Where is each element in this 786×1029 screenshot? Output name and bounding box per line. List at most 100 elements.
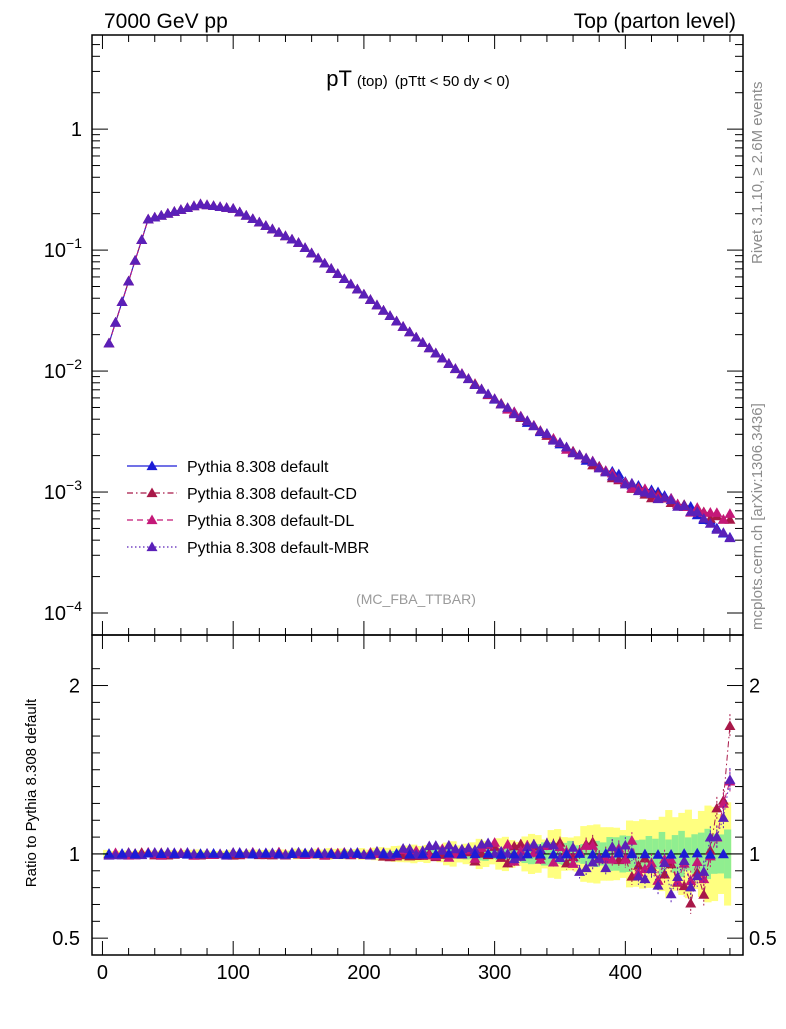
ratio-point <box>645 857 657 868</box>
data-point <box>260 220 272 230</box>
header-process: Top (parton level) <box>574 10 736 33</box>
ratio-point <box>665 854 677 864</box>
ratio-point <box>619 854 631 864</box>
data-point <box>489 393 501 403</box>
ratio-point <box>541 837 553 848</box>
data-point <box>717 527 729 537</box>
ratio-point-default <box>391 847 403 858</box>
ratio-point-default <box>652 849 664 859</box>
ratio-point <box>632 870 644 881</box>
ratio-point <box>528 847 540 857</box>
data-point <box>645 488 657 498</box>
legend-label: Pythia 8.308 default-DL <box>187 513 354 530</box>
ratio-point <box>436 845 448 855</box>
legend-label: Pythia 8.308 default-CD <box>187 486 357 503</box>
ratio-y-tick-label: 2 <box>69 676 80 698</box>
y-tick-label: 10−4 <box>44 598 82 625</box>
data-point <box>103 337 115 348</box>
y-tick-label: 1 <box>71 119 82 141</box>
data-point <box>443 358 455 368</box>
ratio-point <box>266 847 278 857</box>
ratio-point-default <box>521 848 533 859</box>
ratio-point-default <box>547 848 559 859</box>
legend-marker <box>146 514 158 525</box>
ratio-y-tick-label-right: 0.5 <box>749 928 777 950</box>
y-tick-label: 10−1 <box>44 235 82 262</box>
ratio-point <box>521 841 533 852</box>
ratio-point <box>482 837 494 848</box>
ratio-point <box>619 839 631 850</box>
data-point <box>561 441 573 452</box>
data-point <box>338 273 350 284</box>
data-point <box>515 411 527 422</box>
x-tick-label: 400 <box>609 962 642 984</box>
ratio-point-default <box>103 848 115 858</box>
ratio-point-default <box>286 848 298 859</box>
ratio-point <box>659 857 671 868</box>
data-point <box>306 247 318 258</box>
ratio-point <box>443 839 455 850</box>
data-point <box>358 288 370 299</box>
data-point <box>345 278 357 289</box>
data-point <box>711 524 723 534</box>
header-energy: 7000 GeV pp <box>104 10 228 33</box>
data-point <box>247 213 259 224</box>
data-point <box>240 209 252 220</box>
ratio-point <box>698 889 710 899</box>
ratio-point-default <box>600 847 612 858</box>
data-point <box>371 299 383 310</box>
ratio-point-default <box>208 847 220 858</box>
data-point <box>717 514 729 524</box>
ratio-point <box>685 897 697 908</box>
ratio-point <box>567 842 579 852</box>
ratio-point <box>567 858 579 868</box>
y-tick-label: 10−2 <box>44 356 82 383</box>
ratio-point <box>626 835 638 845</box>
data-point <box>476 383 488 394</box>
ratio-point <box>724 774 736 784</box>
ratio-y-tick-label: 1 <box>69 844 80 866</box>
ratio-point-default <box>587 848 599 859</box>
data-point <box>123 275 135 286</box>
ratio-point-default <box>482 848 494 858</box>
ratio-point <box>515 851 527 861</box>
ratio-point-default <box>704 848 716 859</box>
ratio-point-default <box>626 848 638 859</box>
data-point <box>704 518 716 528</box>
ratio-point <box>534 843 546 854</box>
data-point <box>436 352 448 363</box>
data-point <box>234 206 246 217</box>
ratio-point-default <box>312 848 324 859</box>
ratio-point-default <box>142 847 154 858</box>
ratio-point-default <box>155 848 167 858</box>
ratio-point <box>678 855 690 865</box>
ratio-point <box>652 879 664 890</box>
ratio-point-default <box>469 848 481 859</box>
ratio-point <box>685 881 697 892</box>
ratio-panel: 0 100 200 300 400 0.5 0.5 1 1 2 2 <box>52 634 777 984</box>
data-point <box>417 337 429 347</box>
ratio-point-default <box>574 848 586 858</box>
data-point <box>279 230 291 241</box>
ratio-point-default <box>168 848 180 859</box>
ratio-point <box>717 798 729 808</box>
ratio-point <box>665 888 677 899</box>
ratio-point-default <box>338 849 350 859</box>
data-point <box>659 491 671 502</box>
data-point <box>724 532 736 543</box>
ratio-point-default <box>534 848 546 859</box>
data-point <box>665 494 677 505</box>
ratio-point <box>645 863 657 874</box>
ratio-point <box>580 862 592 873</box>
data-point <box>724 508 736 518</box>
ratio-point <box>371 845 383 856</box>
ratio-point-default <box>325 848 337 858</box>
legend-label: Pythia 8.308 default <box>187 459 329 476</box>
ratio-point <box>672 871 684 881</box>
rivet-version-label: Rivet 3.1.10, ≥ 2.6M events <box>749 82 766 265</box>
data-point <box>195 198 206 209</box>
data-point <box>632 485 644 496</box>
data-point <box>410 331 422 342</box>
ratio-point <box>724 720 736 731</box>
ratio-point <box>606 841 618 852</box>
